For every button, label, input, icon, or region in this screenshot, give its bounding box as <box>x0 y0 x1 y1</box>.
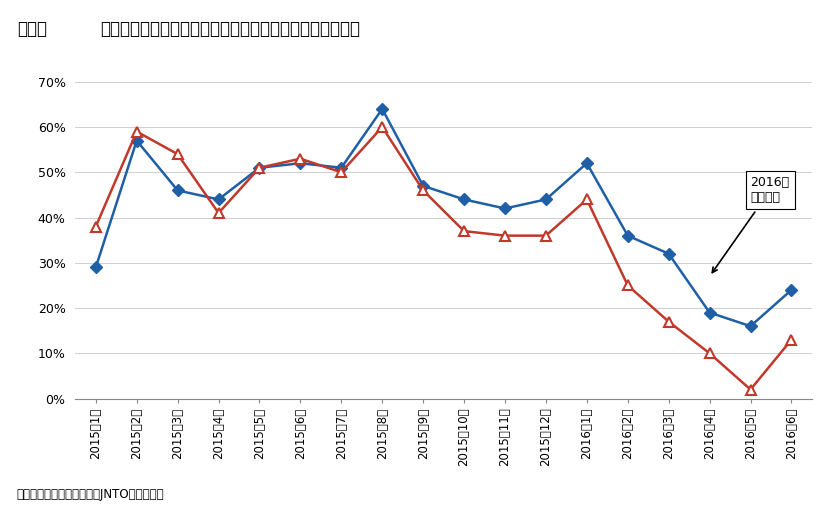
Text: 2016年
熊本地震: 2016年 熊本地震 <box>711 176 788 272</box>
Text: （出所）日本政府観光局（JNTO）、観光庁: （出所）日本政府観光局（JNTO）、観光庁 <box>17 488 164 501</box>
Text: 訪日外国人旅行者数と外国人延べ宿泊者数の前年比増加率: 訪日外国人旅行者数と外国人延べ宿泊者数の前年比増加率 <box>100 20 360 38</box>
Text: 図表２: 図表２ <box>17 20 47 38</box>
